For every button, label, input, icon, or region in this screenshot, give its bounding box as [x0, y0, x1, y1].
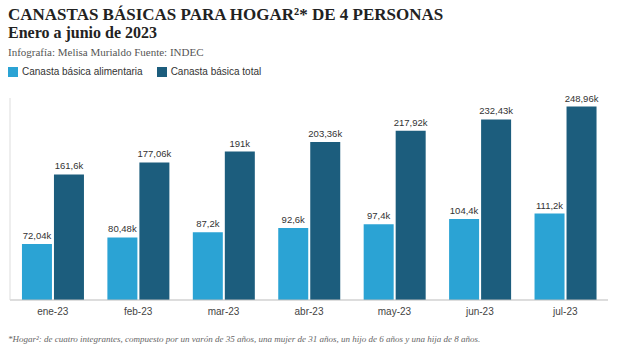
svg-text:248,96k: 248,96k	[565, 93, 599, 104]
html-text:CANASTAS BÁSICAS PARA HOGAR²*: CANASTAS BÁSICAS PARA HOGAR²* DE 4 PERSO…	[8, 5, 444, 24]
svg-text:may-23: may-23	[378, 306, 412, 317]
svg-text:abr-23: abr-23	[295, 306, 324, 317]
svg-text:92,6k: 92,6k	[282, 214, 305, 225]
svg-text:177,06k: 177,06k	[137, 148, 171, 159]
svg-text:feb-23: feb-23	[124, 306, 153, 317]
svg-text:jun-23: jun-23	[465, 306, 494, 317]
html-text:Infografía: Melisa Murialdo Fu: Infografía: Melisa Murialdo Fuente: INDE…	[8, 46, 204, 58]
html-text:*Hogar²: de cuatro integrantes: *Hogar²: de cuatro integrantes, compuest…	[8, 334, 481, 344]
svg-text:80,48k: 80,48k	[108, 223, 137, 234]
svg-text:ene-23: ene-23	[37, 306, 69, 317]
svg-text:97,4k: 97,4k	[367, 210, 390, 221]
svg-text:203,36k: 203,36k	[308, 128, 342, 139]
svg-text:104,4k: 104,4k	[450, 205, 479, 216]
html-text:Canasta básica total: Canasta básica total	[170, 66, 262, 77]
svg-text:72,04k: 72,04k	[23, 230, 52, 241]
html-text:Canasta básica alimentaria: Canasta básica alimentaria	[22, 66, 143, 77]
svg-text:232,43k: 232,43k	[479, 105, 513, 116]
svg-text:217,92k: 217,92k	[394, 117, 428, 128]
html-text:Enero a junio de 2023: Enero a junio de 2023	[8, 24, 158, 41]
svg-text:87,2k: 87,2k	[196, 218, 219, 229]
svg-text:mar-23: mar-23	[208, 306, 240, 317]
svg-text:111,2k: 111,2k	[536, 200, 563, 211]
svg-text:191k: 191k	[230, 138, 251, 149]
svg-text:jul-23: jul-23	[552, 306, 578, 317]
svg-text:161,6k: 161,6k	[55, 160, 84, 171]
